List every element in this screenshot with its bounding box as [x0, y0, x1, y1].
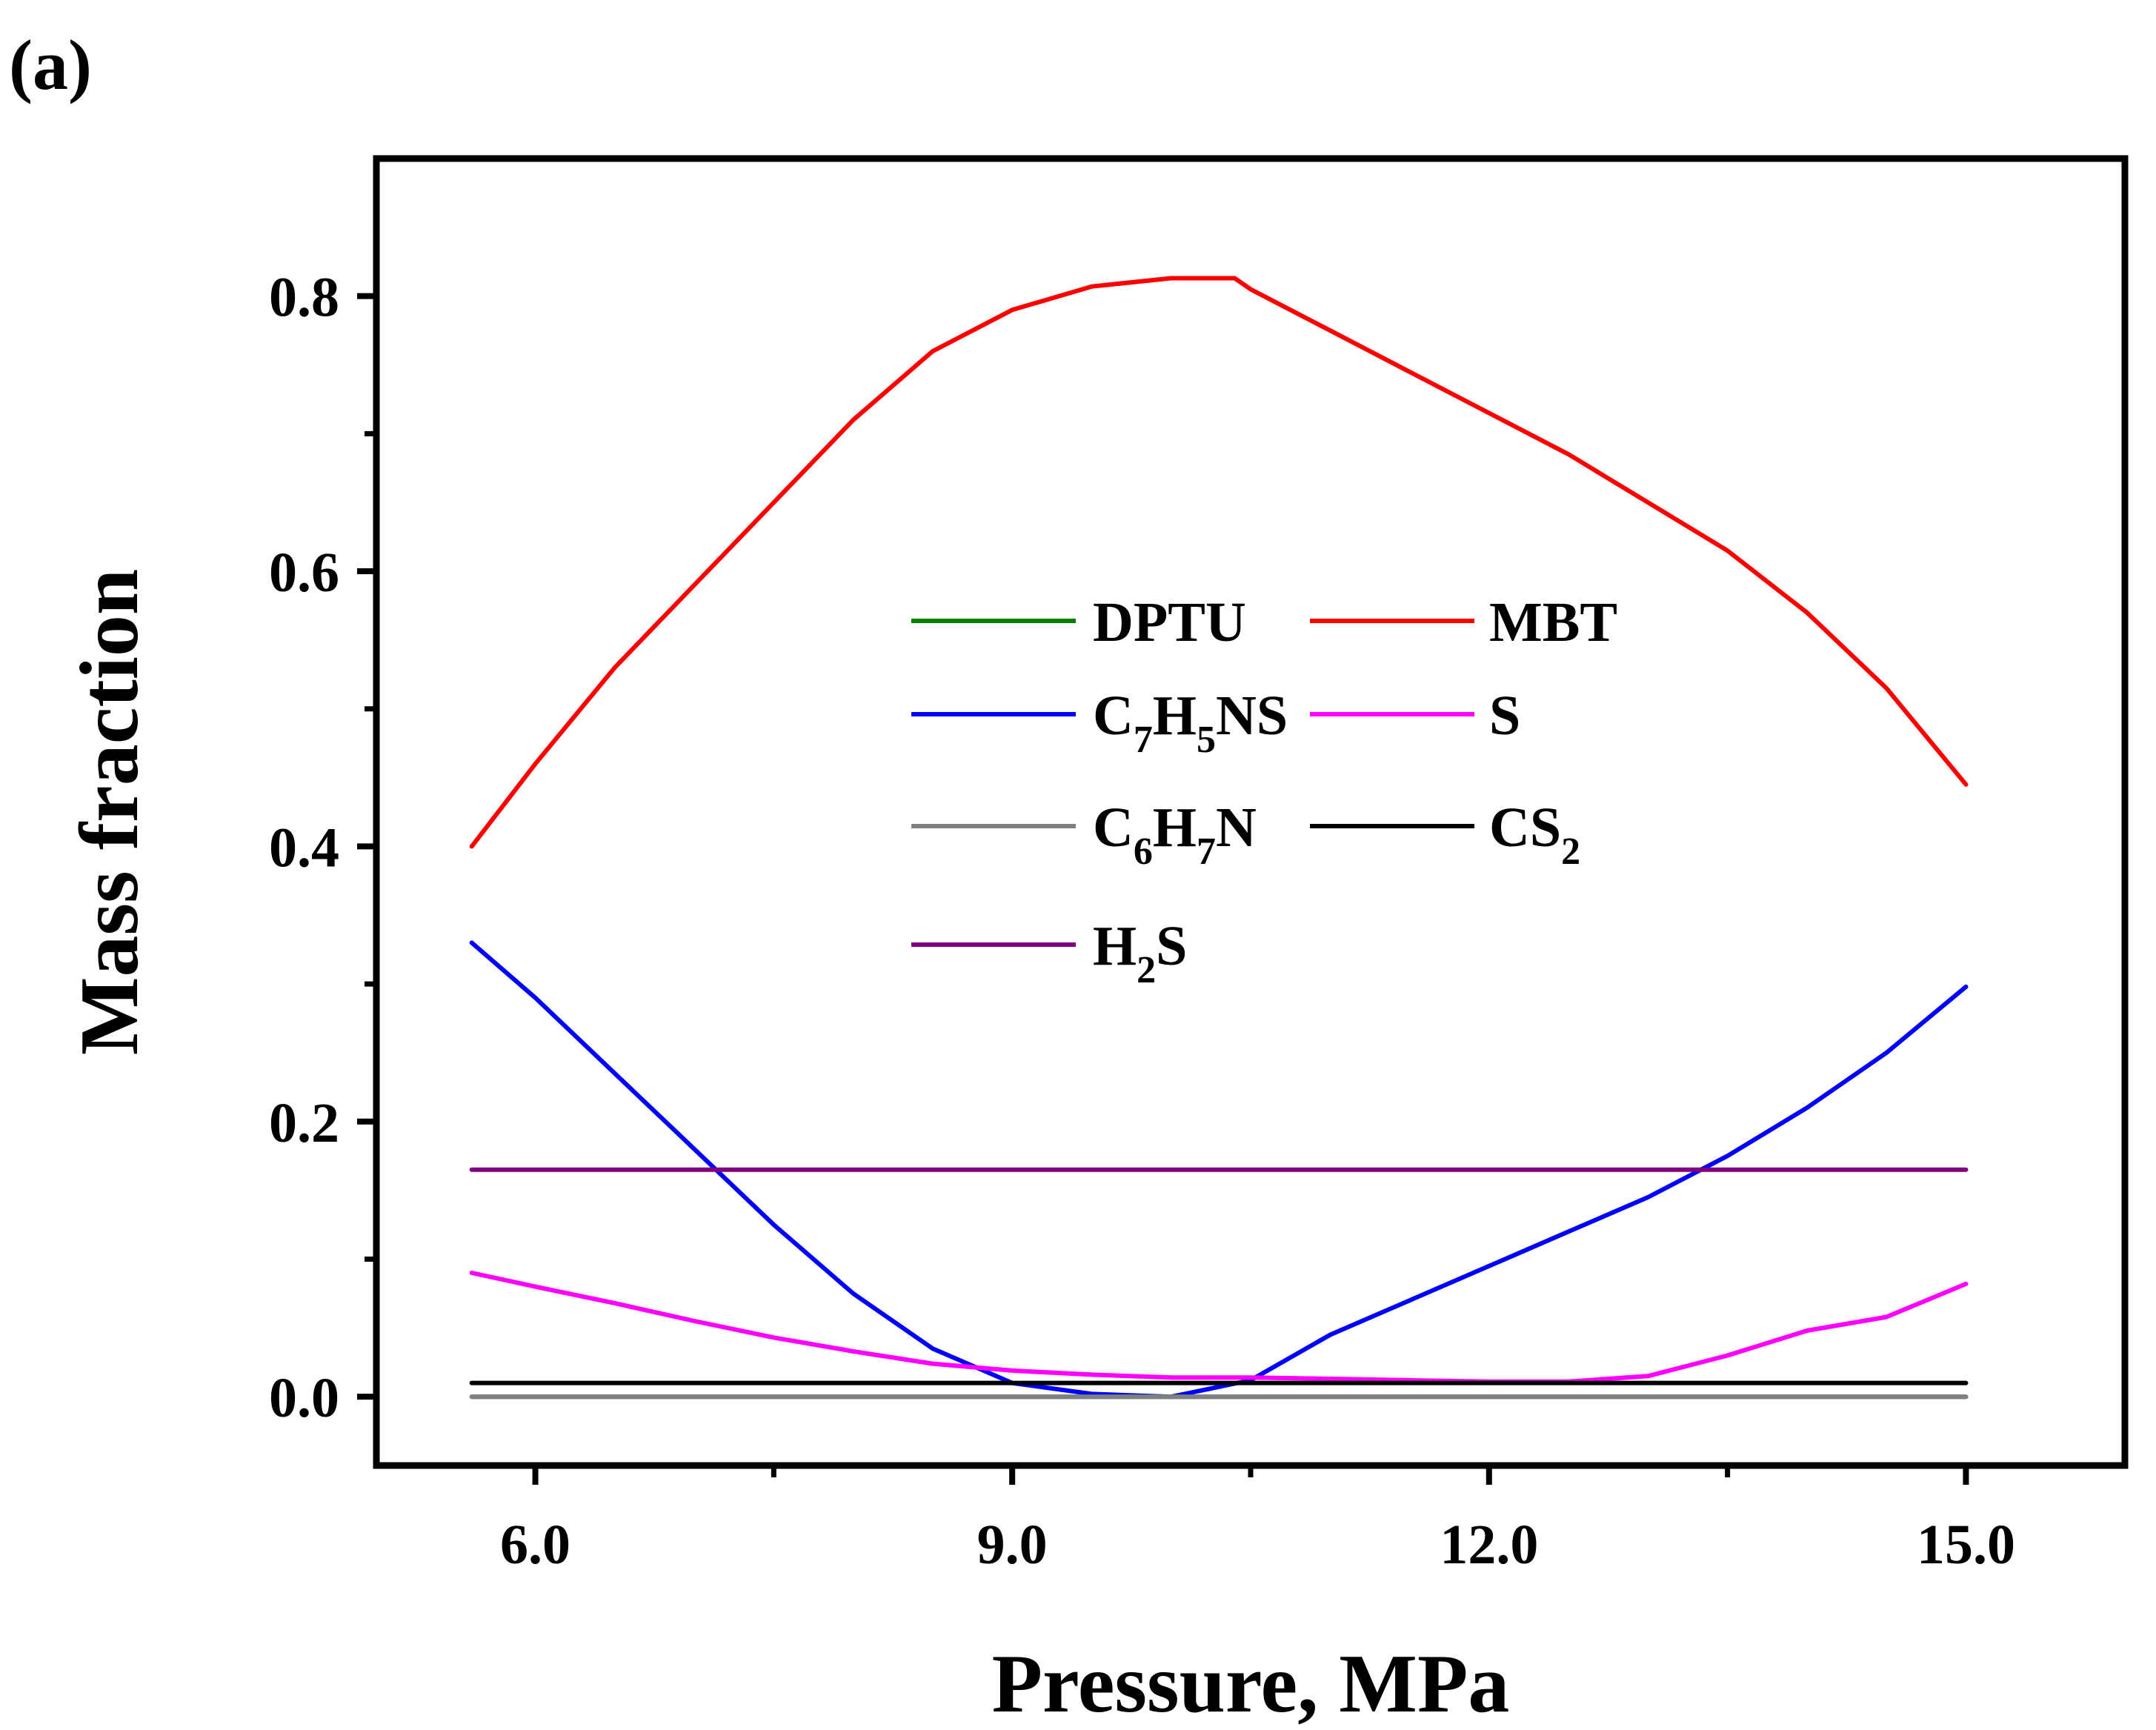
- x-tick-label: 6.0: [500, 1514, 570, 1576]
- y-tick-label: 0.6: [269, 542, 339, 604]
- legend-label-dptu: DPTU: [1093, 591, 1246, 653]
- series-line-c7h5ns: [469, 940, 1969, 1400]
- legend-label-c7h5ns: C7H5NS: [1093, 685, 1288, 761]
- y-axis-title: Mass fraction: [64, 569, 156, 1055]
- x-tick-label: 15.0: [1917, 1514, 2015, 1576]
- x-tick-label: 9.0: [977, 1514, 1048, 1576]
- legend-label-h2s: H2S: [1093, 915, 1187, 991]
- y-tick-label: 0.8: [269, 267, 339, 329]
- legend-label-mbt: MBT: [1489, 591, 1617, 653]
- y-tick-label: 0.4: [269, 816, 339, 879]
- x-axis-title: Pressure, MPa: [992, 1638, 1510, 1730]
- series-line-s: [469, 1271, 1969, 1384]
- legend-label-cs2: CS2: [1489, 796, 1580, 873]
- y-tick-label: 0.0: [269, 1367, 339, 1429]
- panel-label: (a): [9, 25, 92, 104]
- legend: DPTU MBT C7H5NS S C6H7N CS2 H2S: [911, 591, 1617, 991]
- y-tick-label: 0.2: [269, 1092, 339, 1154]
- legend-label-c6h7n: C6H7N: [1093, 796, 1257, 873]
- legend-label-s: S: [1489, 685, 1520, 747]
- series-line-mbt: [469, 276, 1969, 849]
- x-tick-label: 12.0: [1440, 1514, 1538, 1576]
